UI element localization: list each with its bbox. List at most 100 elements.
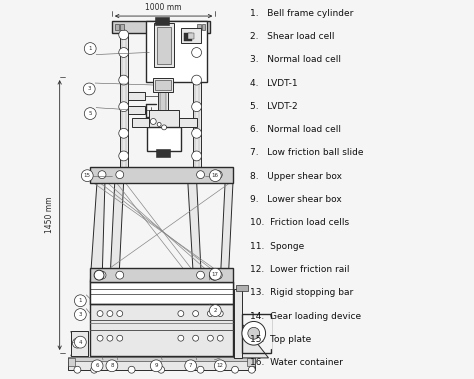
Circle shape	[150, 360, 162, 372]
Circle shape	[150, 119, 156, 124]
Bar	[155, 80, 171, 90]
Bar	[247, 358, 255, 366]
Circle shape	[191, 102, 201, 111]
Bar	[128, 92, 146, 100]
Bar	[156, 149, 170, 157]
Bar	[155, 17, 169, 25]
Text: 5.   LVDT-2: 5. LVDT-2	[250, 102, 297, 111]
Circle shape	[197, 171, 204, 179]
Text: 3: 3	[79, 312, 82, 317]
Circle shape	[178, 311, 184, 316]
Circle shape	[119, 151, 128, 161]
Text: 4: 4	[79, 340, 82, 345]
Circle shape	[98, 171, 106, 179]
Bar	[68, 358, 75, 366]
Text: 11.  Sponge: 11. Sponge	[250, 242, 304, 251]
Circle shape	[191, 151, 201, 161]
Polygon shape	[188, 180, 201, 282]
Text: 10.  Friction load cells: 10. Friction load cells	[250, 218, 349, 227]
Bar	[146, 21, 208, 82]
Text: 16.  Water container: 16. Water container	[250, 358, 343, 367]
Circle shape	[157, 122, 161, 126]
Text: 8.   Upper shear box: 8. Upper shear box	[250, 172, 342, 181]
Text: 1000 mm: 1000 mm	[145, 3, 182, 12]
Circle shape	[84, 108, 96, 119]
Text: 4.   LVDT-1: 4. LVDT-1	[250, 78, 297, 88]
Circle shape	[128, 366, 135, 373]
Polygon shape	[234, 313, 269, 358]
Bar	[120, 24, 124, 30]
Bar	[201, 24, 205, 30]
Bar	[132, 117, 149, 127]
Circle shape	[94, 270, 104, 280]
Text: 8: 8	[110, 363, 114, 368]
Bar	[158, 80, 168, 141]
Polygon shape	[110, 180, 124, 282]
Circle shape	[197, 366, 204, 373]
Bar	[71, 331, 88, 356]
Bar	[68, 357, 255, 361]
Bar	[184, 33, 191, 41]
Text: 9: 9	[155, 363, 158, 368]
Text: 1.   Bell frame cylinder: 1. Bell frame cylinder	[250, 9, 353, 17]
Circle shape	[191, 128, 201, 138]
Circle shape	[217, 311, 223, 316]
Bar	[128, 106, 146, 114]
Bar	[188, 33, 194, 39]
Circle shape	[210, 270, 219, 280]
Bar	[192, 28, 201, 167]
Circle shape	[82, 170, 93, 182]
Circle shape	[119, 102, 128, 111]
Bar	[234, 289, 242, 358]
Text: 6.   Normal load cell: 6. Normal load cell	[250, 125, 341, 134]
Text: 3: 3	[88, 86, 91, 91]
Text: 12: 12	[217, 363, 224, 368]
Circle shape	[242, 321, 265, 345]
Circle shape	[107, 311, 113, 316]
Text: 1450 mm: 1450 mm	[46, 197, 55, 233]
Circle shape	[214, 171, 222, 179]
Text: 2.   Shear load cell: 2. Shear load cell	[250, 32, 334, 41]
Circle shape	[192, 335, 199, 341]
Bar	[160, 82, 166, 139]
Circle shape	[197, 271, 204, 279]
Polygon shape	[90, 180, 105, 282]
Bar	[90, 282, 233, 356]
Text: 13.  Rigid stopping bar: 13. Rigid stopping bar	[250, 288, 353, 298]
Circle shape	[97, 311, 103, 316]
Bar	[147, 127, 181, 151]
Circle shape	[91, 366, 98, 373]
Text: 12.  Lower friction rail: 12. Lower friction rail	[250, 265, 349, 274]
Circle shape	[74, 309, 86, 321]
Text: 16: 16	[212, 173, 219, 178]
Circle shape	[119, 48, 128, 58]
Circle shape	[232, 366, 238, 373]
Circle shape	[116, 171, 124, 179]
Circle shape	[84, 43, 96, 55]
Bar	[68, 358, 255, 370]
Circle shape	[191, 30, 201, 40]
Bar	[90, 268, 233, 282]
Text: 14.  Gear loading device: 14. Gear loading device	[250, 312, 361, 321]
Bar	[112, 21, 210, 33]
Circle shape	[73, 338, 82, 348]
Circle shape	[107, 335, 113, 341]
Circle shape	[116, 271, 124, 279]
Circle shape	[248, 366, 255, 373]
Polygon shape	[220, 180, 233, 282]
Circle shape	[74, 336, 86, 348]
Circle shape	[191, 48, 201, 58]
Bar	[242, 313, 272, 353]
Text: 15.  Top plate: 15. Top plate	[250, 335, 311, 344]
Circle shape	[158, 366, 164, 373]
Circle shape	[214, 271, 222, 279]
Circle shape	[162, 125, 166, 130]
Circle shape	[83, 83, 95, 95]
Circle shape	[97, 335, 103, 341]
Bar	[236, 285, 248, 291]
Bar	[149, 110, 179, 129]
Circle shape	[208, 311, 213, 316]
Bar	[153, 78, 173, 92]
Bar	[270, 318, 272, 348]
Circle shape	[217, 335, 223, 341]
